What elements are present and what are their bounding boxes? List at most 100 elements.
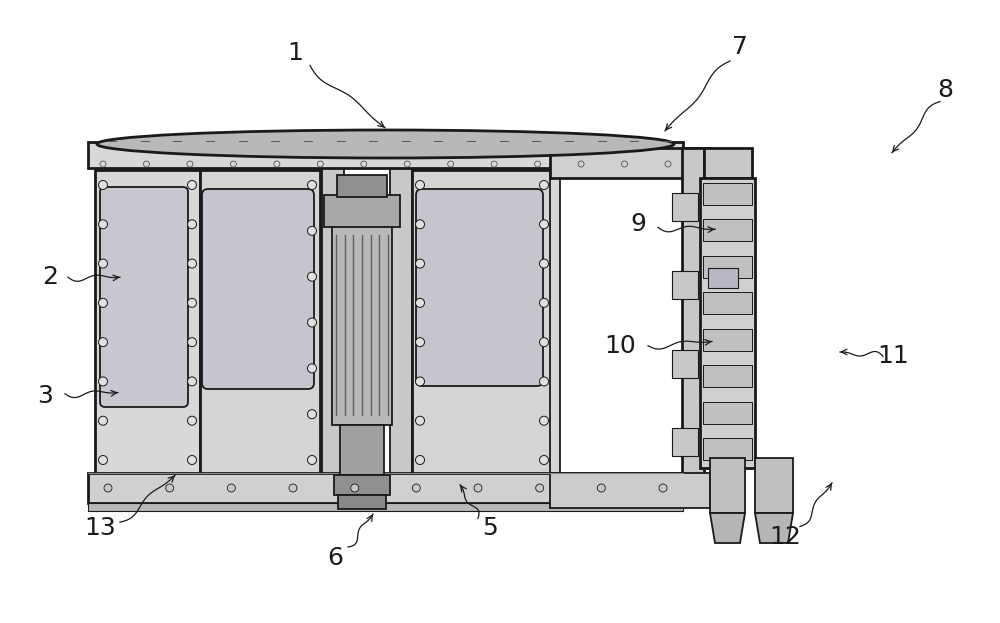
Bar <box>550 148 710 178</box>
Circle shape <box>308 226 316 235</box>
Circle shape <box>416 455 424 465</box>
Circle shape <box>540 220 548 229</box>
Bar <box>324 195 400 227</box>
Bar <box>672 193 698 221</box>
Circle shape <box>412 484 420 492</box>
Bar <box>88 142 683 168</box>
Bar <box>550 473 710 508</box>
Bar <box>672 428 698 456</box>
Text: 5: 5 <box>482 516 498 540</box>
Circle shape <box>540 377 548 386</box>
Bar <box>703 438 752 460</box>
Text: 10: 10 <box>604 334 636 358</box>
Ellipse shape <box>97 130 674 158</box>
Bar <box>710 458 745 513</box>
Circle shape <box>188 416 196 426</box>
Circle shape <box>540 181 548 189</box>
Text: 11: 11 <box>877 345 909 368</box>
FancyBboxPatch shape <box>202 189 314 389</box>
Circle shape <box>308 181 316 189</box>
Circle shape <box>308 272 316 281</box>
Circle shape <box>308 364 316 373</box>
Circle shape <box>416 220 424 229</box>
Circle shape <box>308 410 316 419</box>
Circle shape <box>166 484 174 492</box>
Circle shape <box>98 259 108 268</box>
Circle shape <box>351 484 359 492</box>
Text: 7: 7 <box>732 35 748 59</box>
Bar <box>682 148 704 488</box>
Bar <box>340 425 384 475</box>
Bar <box>672 272 698 299</box>
Circle shape <box>188 298 196 307</box>
Circle shape <box>98 338 108 346</box>
Bar <box>338 495 386 509</box>
Circle shape <box>188 455 196 465</box>
Circle shape <box>536 484 544 492</box>
Bar <box>672 350 698 378</box>
Circle shape <box>416 259 424 268</box>
Circle shape <box>104 484 112 492</box>
Circle shape <box>188 220 196 229</box>
Circle shape <box>659 484 667 492</box>
Circle shape <box>308 455 316 465</box>
Bar <box>755 458 793 513</box>
Circle shape <box>98 181 108 189</box>
Bar <box>88 503 683 511</box>
Text: 1: 1 <box>287 41 303 65</box>
Circle shape <box>227 484 235 492</box>
Bar <box>703 219 752 242</box>
Bar <box>550 148 560 475</box>
Bar <box>88 473 683 503</box>
Circle shape <box>416 181 424 189</box>
Bar <box>200 170 320 475</box>
Circle shape <box>597 484 605 492</box>
Circle shape <box>188 377 196 386</box>
Polygon shape <box>710 513 745 543</box>
Bar <box>390 168 412 478</box>
Circle shape <box>540 298 548 307</box>
Circle shape <box>416 298 424 307</box>
Text: 3: 3 <box>37 384 53 407</box>
Text: 9: 9 <box>630 212 646 236</box>
Polygon shape <box>755 513 793 543</box>
Bar <box>95 170 200 475</box>
Circle shape <box>474 484 482 492</box>
Bar <box>332 225 392 425</box>
Text: 6: 6 <box>327 546 343 569</box>
Circle shape <box>416 338 424 346</box>
Circle shape <box>188 259 196 268</box>
Text: 8: 8 <box>937 78 953 102</box>
Circle shape <box>98 220 108 229</box>
Text: 12: 12 <box>769 525 801 549</box>
Bar <box>708 268 738 288</box>
Circle shape <box>188 338 196 346</box>
Bar <box>703 329 752 351</box>
Text: 13: 13 <box>84 516 116 540</box>
Bar <box>334 475 390 495</box>
Circle shape <box>289 484 297 492</box>
FancyBboxPatch shape <box>416 189 543 386</box>
Text: 2: 2 <box>42 265 58 289</box>
Bar <box>703 292 752 314</box>
FancyBboxPatch shape <box>100 187 188 407</box>
Bar <box>412 170 552 475</box>
Bar <box>704 148 752 178</box>
Circle shape <box>540 455 548 465</box>
Circle shape <box>416 416 424 426</box>
Circle shape <box>98 416 108 426</box>
Circle shape <box>308 318 316 327</box>
Circle shape <box>416 377 424 386</box>
Bar <box>703 365 752 387</box>
Circle shape <box>98 298 108 307</box>
Circle shape <box>540 416 548 426</box>
Bar <box>700 178 755 468</box>
Bar <box>322 168 344 478</box>
Circle shape <box>98 455 108 465</box>
Bar <box>703 256 752 278</box>
Circle shape <box>188 181 196 189</box>
Bar <box>703 402 752 424</box>
Bar <box>703 183 752 205</box>
Bar <box>337 175 387 197</box>
Circle shape <box>540 338 548 346</box>
